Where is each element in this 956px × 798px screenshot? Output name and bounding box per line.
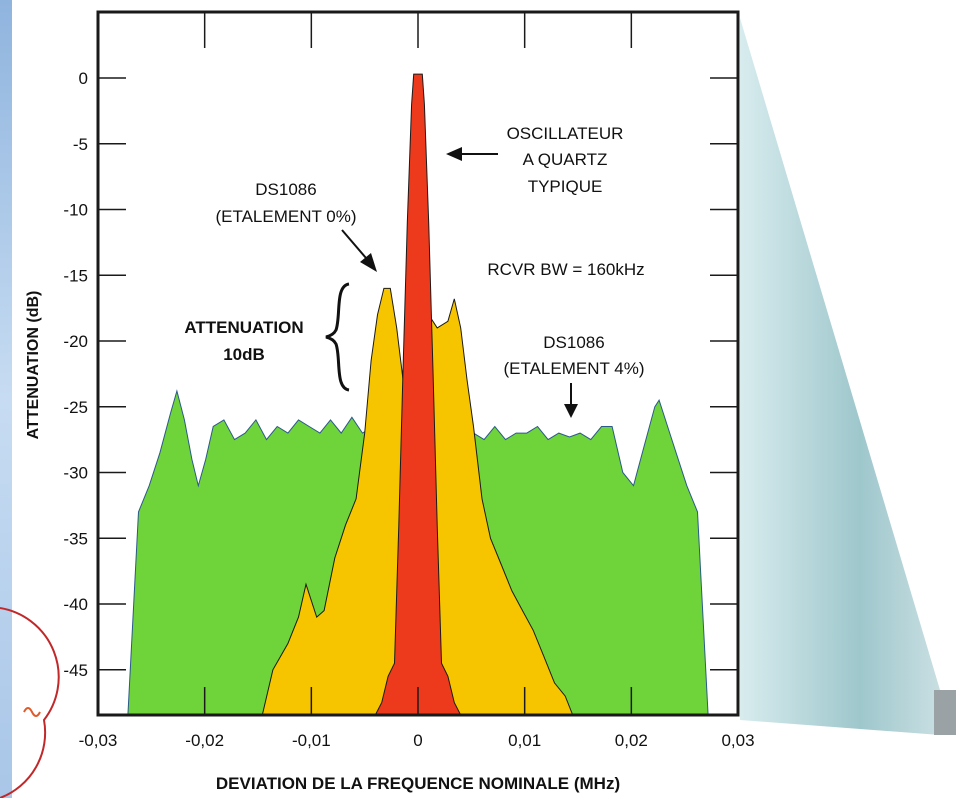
- red-circle-decoration: [0, 607, 60, 798]
- y-tick-label: -10: [63, 201, 88, 220]
- y-tick-label: -20: [63, 332, 88, 351]
- x-tick-label: 0,01: [508, 731, 541, 750]
- y-tick-label: -5: [73, 135, 88, 154]
- x-tick-label: -0,02: [185, 731, 224, 750]
- gray-block: [934, 690, 956, 735]
- y-tick-label: -40: [63, 595, 88, 614]
- x-axis-label: DEVIATION DE LA FREQUENCE NOMINALE (MHz): [216, 774, 620, 793]
- series-area-3: [374, 73, 462, 716]
- annotation-rcvr: RCVR BW = 160kHz: [487, 260, 644, 279]
- x-tick-label: 0,03: [721, 731, 754, 750]
- y-tick-label: -45: [63, 661, 88, 680]
- plot-frame: [96, 10, 740, 717]
- y-tick-label: -35: [63, 529, 88, 548]
- x-tick-label: -0,03: [79, 731, 118, 750]
- x-tick-label: 0,02: [615, 731, 648, 750]
- arrowhead-quartz: [446, 147, 462, 161]
- annotation-quartz-line1: OSCILLATEUR: [507, 124, 624, 143]
- perspective-gradient: [740, 18, 940, 735]
- annotation-ds4-line1: DS1086: [543, 333, 604, 352]
- y-tick-label: -25: [63, 398, 88, 417]
- y-tick-label: -15: [63, 266, 88, 285]
- annotation-ds4-line2: (ETALEMENT 4%): [503, 359, 644, 378]
- annotation-quartz-line2: A QUARTZ: [523, 150, 608, 169]
- y-tick-label: 0: [79, 69, 88, 88]
- squiggle-decoration: [23, 707, 41, 717]
- y-tick-label: -30: [63, 464, 88, 483]
- annotation-ds0-line1: DS1086: [255, 180, 316, 199]
- annotation-atten-line1: ATTENUATION: [184, 318, 303, 337]
- left-strip: [0, 0, 12, 798]
- arrow-ds0: [341, 229, 367, 259]
- x-tick-label: 0: [413, 731, 422, 750]
- y-axis-label: ATTENUATION (dB): [25, 291, 42, 440]
- x-tick-label: -0,01: [292, 731, 331, 750]
- arrowhead-ds0: [360, 253, 377, 272]
- tick-label-layer: 0 -5 -10 -15 -20 -25 -30 -35 -40 -45 -0,03 -0,02 -0,…: [63, 69, 754, 750]
- brace-atten: [325, 282, 350, 392]
- series-layer: [127, 73, 709, 716]
- arrowhead-ds4: [564, 404, 578, 418]
- annotation-atten-line2: 10dB: [223, 345, 265, 364]
- annotation-ds0-line2: (ETALEMENT 0%): [215, 207, 356, 226]
- annotation-quartz-line3: TYPIQUE: [528, 177, 603, 196]
